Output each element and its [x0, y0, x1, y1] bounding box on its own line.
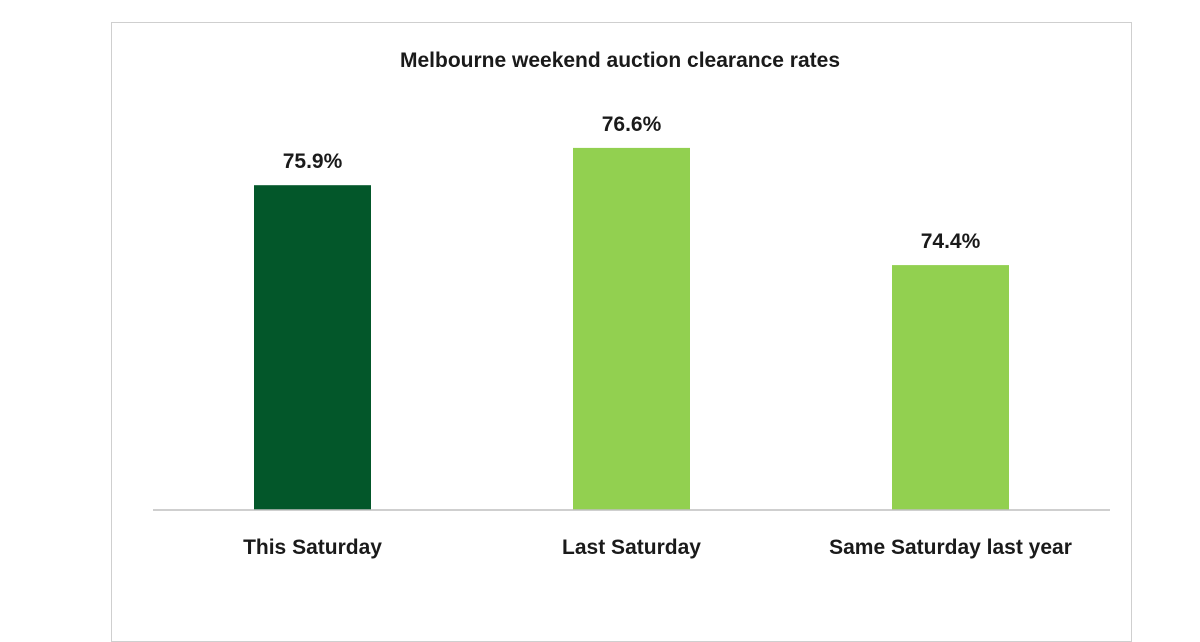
bars-group	[254, 147, 1009, 510]
category-label-2: Last Saturday	[562, 536, 701, 559]
bar-1	[254, 185, 371, 510]
labels-group: 75.9% This Saturday 76.6% Last Saturday 74.4…	[243, 113, 1072, 559]
bar-3	[892, 265, 1009, 510]
bar-2	[573, 147, 690, 510]
category-label-1: This Saturday	[243, 536, 382, 559]
chart-title: Melbourne weekend auction clearance rate…	[400, 49, 840, 72]
value-label-2: 76.6%	[602, 113, 662, 136]
value-label-1: 75.9%	[283, 150, 343, 173]
value-label-3: 74.4%	[921, 230, 981, 253]
category-label-3: Same Saturday last year	[829, 536, 1072, 559]
